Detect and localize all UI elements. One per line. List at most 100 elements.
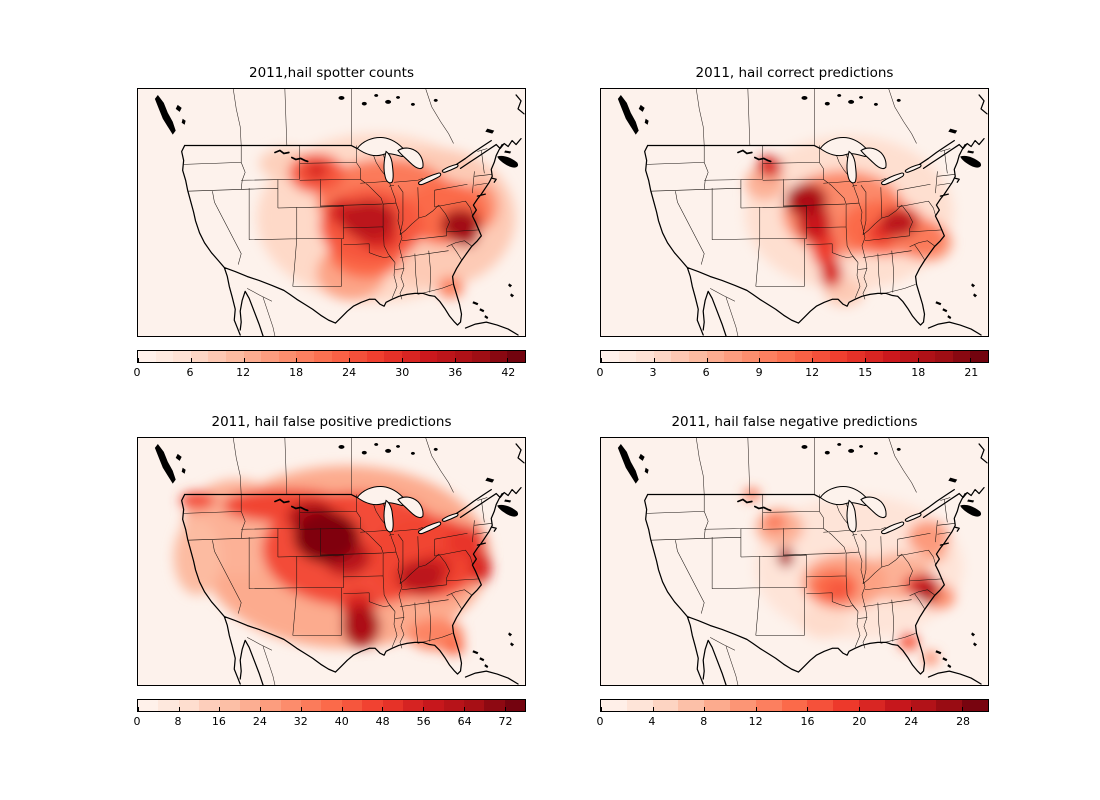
heat-blob (469, 550, 492, 584)
colorbar-segment (794, 351, 813, 362)
colorbar-gradient (601, 700, 988, 711)
colorbar-segment (864, 351, 883, 362)
colorbar-segment (671, 351, 689, 362)
colorbar-segment (812, 351, 830, 362)
colorbar-tick-label: 8 (174, 715, 182, 728)
colorbar-gradient (601, 351, 989, 362)
colorbar-segment (423, 700, 444, 711)
heat-blob (305, 161, 328, 180)
map-canvas (601, 438, 988, 685)
heat-blob (341, 200, 397, 240)
colorbar-segment (454, 351, 473, 362)
colorbar-tick-label: 64 (457, 715, 472, 728)
heat-blob (437, 276, 464, 299)
colorbar-segment (199, 700, 220, 711)
colorbar-segment (239, 700, 261, 711)
colorbar-tick-label: 0 (596, 715, 604, 728)
colorbar-tick-label: 16 (800, 715, 815, 728)
colorbar-tick-label: 42 (501, 366, 516, 379)
colorbar-segment (158, 700, 179, 711)
colorbar-tick-labels: 0 8 16 24 32 40 48 56 64 72 (133, 715, 526, 729)
colorbar-segment (472, 351, 490, 362)
colorbar-segment (601, 700, 627, 711)
panel-title: 2011, hail correct predictions (695, 65, 894, 81)
colorbar-tick-label: 18 (289, 366, 304, 379)
colorbar-segment (910, 700, 937, 711)
colorbar-segment (741, 351, 760, 362)
colorbar-tick-label: 18 (911, 366, 926, 379)
colorbar-tick-label: 12 (236, 366, 251, 379)
us-heatmap (600, 88, 989, 337)
colorbar-tick-label: 72 (498, 715, 513, 728)
colorbar-tick-label: 8 (700, 715, 708, 728)
colorbar-segment (219, 700, 240, 711)
heat-blob (879, 209, 918, 237)
colorbar-segment (301, 700, 322, 711)
heat-blob (800, 604, 849, 639)
colorbar-segment (155, 351, 174, 362)
colorbar-segment (917, 351, 936, 362)
panel-title: 2011, hail false positive predictions (211, 414, 452, 430)
colorbar-segment (280, 700, 301, 711)
colorbar (600, 699, 989, 712)
colorbar-tick-label: 9 (755, 366, 763, 379)
colorbar-segment (178, 700, 200, 711)
colorbar-segment (936, 700, 963, 711)
colorbar-tick-label: 48 (375, 715, 390, 728)
colorbar-segment (138, 700, 159, 711)
colorbar-tick-label: 30 (395, 366, 410, 379)
colorbar-segment (724, 351, 742, 362)
colorbar-tick-label: 12 (805, 366, 820, 379)
colorbar-tick-label: 21 (964, 366, 979, 379)
colorbar-tick-label: 24 (252, 715, 267, 728)
colorbar-segment (321, 700, 342, 711)
colorbar-tick-label: 24 (342, 366, 357, 379)
colorbar-segment (382, 700, 403, 711)
colorbar-tick-label: 4 (648, 715, 656, 728)
colorbar-segment (970, 351, 989, 362)
panel-hail-false-negative-predictions: 2011, hail false negative predictions 0 4… (596, 409, 989, 749)
heat-blob (173, 519, 222, 595)
colorbar-segment (331, 351, 350, 362)
heat-blob (293, 511, 360, 563)
colorbar-segment (243, 351, 262, 362)
colorbar-segment (384, 351, 402, 362)
colorbar-segment (313, 351, 332, 362)
colorbar-tick-label: 28 (956, 715, 971, 728)
heat-blob (440, 209, 481, 241)
panel-title: 2011,hail spotter counts (249, 65, 414, 81)
colorbar-segment (706, 351, 725, 362)
colorbar-tick-label: 16 (211, 715, 226, 728)
colorbar-tick-label: 15 (858, 366, 873, 379)
colorbar-segment (626, 700, 653, 711)
colorbar-segment (484, 700, 505, 711)
colorbar-segment (402, 700, 424, 711)
heat-blob (442, 637, 465, 656)
heat-blob (763, 513, 786, 532)
colorbar-segment (349, 351, 367, 362)
colorbar-tick-label: 3 (649, 366, 657, 379)
heat-blob (756, 155, 783, 178)
colorbar-segment (962, 700, 988, 711)
colorbar-segment (759, 351, 777, 362)
heat-blob (820, 257, 843, 288)
colorbar-segment (507, 351, 526, 362)
heat-blob (907, 520, 950, 555)
colorbar-segment (296, 351, 314, 362)
colorbar-tick-labels: 0 6 12 18 24 30 36 42 (134, 366, 526, 380)
colorbar-segment (704, 700, 730, 711)
colorbar-segment (952, 351, 971, 362)
colorbar-tick-labels: 0 4 8 12 16 20 24 28 (596, 715, 989, 729)
colorbar-tick-label: 0 (133, 715, 141, 728)
colorbar-tick-label: 56 (416, 715, 431, 728)
colorbar-segment (776, 351, 795, 362)
colorbar-segment (489, 351, 508, 362)
colorbar-segment (847, 351, 865, 362)
map-canvas (138, 89, 525, 336)
colorbar-tick-label: 6 (702, 366, 710, 379)
colorbar-segment (443, 700, 464, 711)
colorbar-segment (225, 351, 244, 362)
colorbar-segment (190, 351, 209, 362)
colorbar-tick-label: 0 (596, 366, 604, 379)
